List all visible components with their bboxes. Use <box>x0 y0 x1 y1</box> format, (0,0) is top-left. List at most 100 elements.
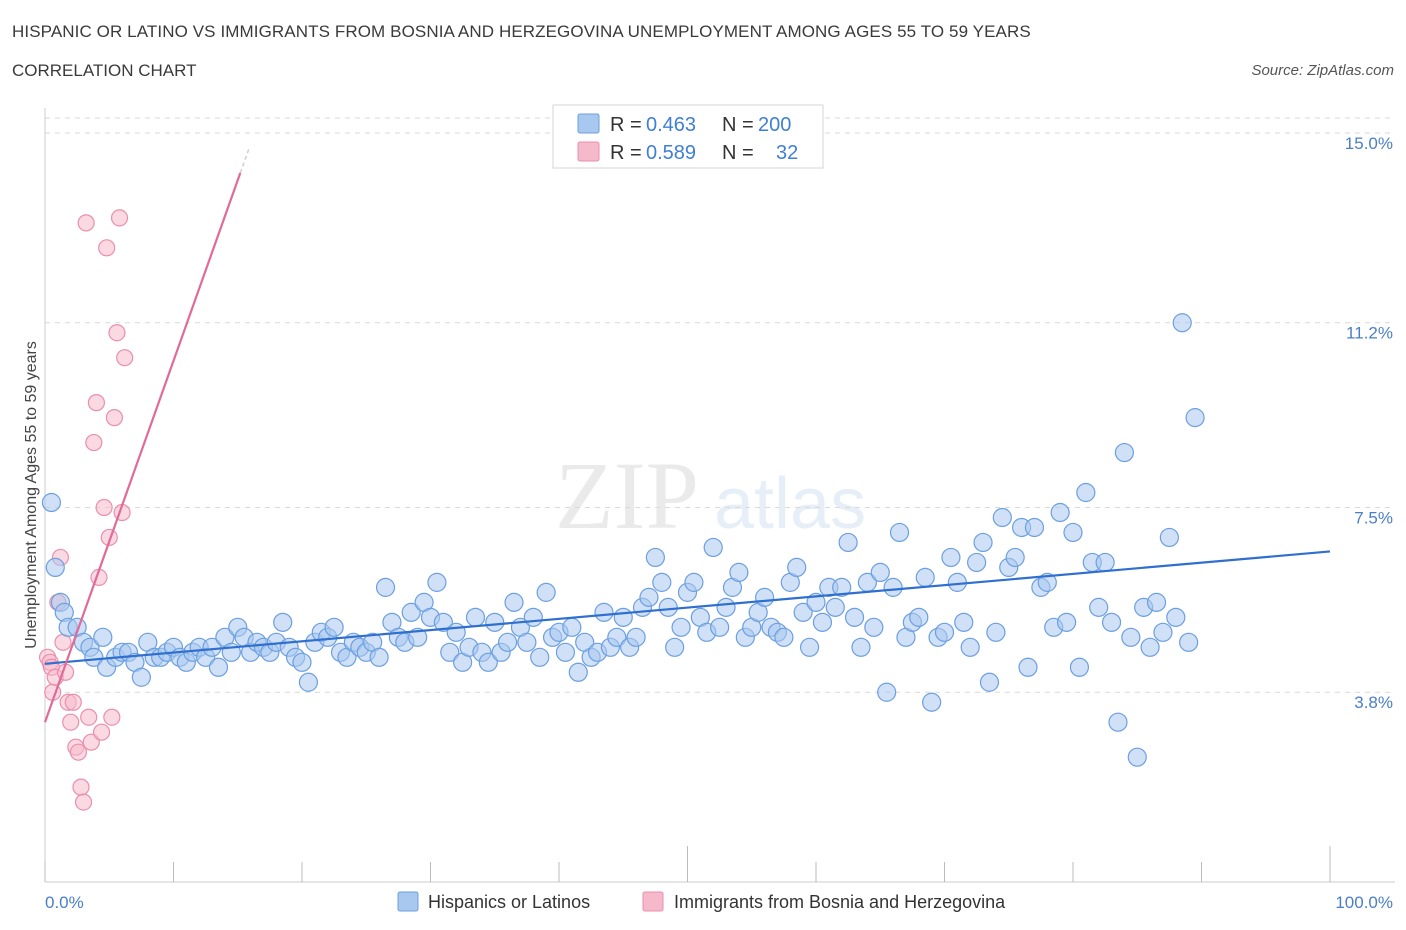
hispanic-point <box>324 617 344 637</box>
hispanic-point <box>992 507 1012 528</box>
hispanic-point <box>915 567 935 587</box>
hispanic-point <box>1056 612 1077 632</box>
legend-r-label-1: R = <box>610 114 642 136</box>
hispanic-point <box>973 532 993 553</box>
x-tick-label-min: 0.0% <box>45 893 84 912</box>
hispanic-point <box>979 672 1000 692</box>
y-tick-label: 11.2% <box>1346 324 1393 343</box>
hispanic-point <box>1024 517 1045 538</box>
hispanic-point <box>844 607 865 627</box>
hispanic-point <box>665 637 685 657</box>
hispanic-point <box>626 627 646 647</box>
hispanic-point <box>613 607 633 627</box>
hispanic-point <box>941 547 961 568</box>
hispanic-point <box>1179 632 1199 652</box>
bottom-legend-label-1: Hispanics or Latinos <box>428 892 590 912</box>
hispanic-point <box>889 522 910 543</box>
hispanic-point <box>1172 313 1192 333</box>
hispanic-point <box>793 602 813 622</box>
hispanic-point <box>568 662 588 682</box>
hispanic-point <box>787 557 807 578</box>
hispanic-point <box>1101 612 1122 632</box>
hispanic-point <box>478 652 498 672</box>
legend-blue-swatch <box>577 113 600 134</box>
hispanic-point <box>440 642 460 662</box>
legend-n-label-1: N = <box>722 114 754 136</box>
bosnia-point <box>87 394 106 412</box>
hispanic-point <box>864 617 884 637</box>
watermark: ZIP atlas <box>555 442 866 549</box>
hispanic-point <box>1159 527 1179 548</box>
source-label: Source: ZipAtlas.com <box>1251 62 1394 79</box>
x-tick-label-max: 100.0% <box>1335 893 1393 912</box>
hispanic-point <box>273 612 293 632</box>
hispanic-point <box>877 682 897 702</box>
hispanic-point <box>401 602 421 622</box>
hispanic-point <box>922 692 942 712</box>
hispanic-point <box>427 572 447 592</box>
hispanic-point <box>465 607 486 627</box>
legend-pink-swatch <box>577 141 600 162</box>
bosnia-point <box>72 778 90 796</box>
bosnia-point <box>108 324 126 342</box>
bosnia-trendline <box>43 172 242 723</box>
hispanic-point <box>754 587 775 607</box>
hispanic-point <box>960 637 980 657</box>
hispanic-point <box>208 657 229 677</box>
hispanic-point <box>292 652 312 672</box>
chart-subtitle: CORRELATION CHART <box>12 61 197 80</box>
bosnia-point <box>80 708 98 726</box>
hispanic-point <box>716 597 736 617</box>
hispanic-point <box>832 577 852 597</box>
bosnia-point <box>64 693 82 711</box>
bosnia-point <box>103 708 121 726</box>
hispanic-point <box>1050 502 1070 523</box>
hispanic-point <box>408 627 428 647</box>
hispanic-point <box>41 492 62 513</box>
legend-r-value-2: 0.589 <box>646 142 696 164</box>
y-axis-label: Unemployment Among Ages 55 to 59 years <box>23 341 40 649</box>
hispanic-point <box>1005 547 1025 568</box>
hispanic-point <box>1076 482 1096 503</box>
hispanic-point <box>375 577 396 597</box>
hispanic-point <box>555 642 576 662</box>
hispanic-point <box>1114 442 1135 463</box>
hispanic-point <box>298 672 319 692</box>
bosnia-point <box>77 214 95 232</box>
bosnia-point <box>110 209 129 227</box>
legend-bottom: Hispanics or Latinos Immigrants from Bos… <box>397 891 1006 912</box>
hispanic-point <box>954 612 974 632</box>
hispanic-point <box>607 627 627 647</box>
hispanic-point <box>934 622 955 642</box>
watermark-zip: ZIP <box>555 442 699 549</box>
hispanic-point <box>1153 622 1173 642</box>
hispanic-point <box>93 627 113 647</box>
bosnia-point <box>74 793 93 811</box>
hispanic-point <box>1063 522 1083 543</box>
bosnia-point <box>95 498 113 517</box>
hispanic-point <box>825 597 845 617</box>
hispanic-point <box>851 637 871 657</box>
hispanic-point <box>799 637 820 657</box>
hispanic-point <box>1037 572 1057 592</box>
hispanic-point <box>838 532 858 553</box>
hispanic-point <box>446 622 466 642</box>
hispanic-point <box>523 607 543 627</box>
hispanic-point <box>131 667 151 687</box>
trendlines <box>43 147 1331 723</box>
hispanic-point <box>671 617 691 637</box>
hispanic-point <box>498 632 518 652</box>
hispanic-point <box>536 582 556 602</box>
hispanic-point <box>530 647 550 667</box>
hispanic-point <box>645 547 665 568</box>
hispanic-point <box>967 552 987 573</box>
bosnia-point <box>98 239 116 257</box>
hispanic-point <box>870 562 890 583</box>
hispanic-point <box>1185 408 1205 428</box>
hispanic-point <box>1069 657 1090 677</box>
bosnia-point <box>105 409 123 427</box>
hispanic-point <box>45 557 65 578</box>
hispanic-point <box>986 622 1006 642</box>
legend-n-value-2: 32 <box>776 142 798 164</box>
legend-r-label-2: R = <box>610 142 642 164</box>
